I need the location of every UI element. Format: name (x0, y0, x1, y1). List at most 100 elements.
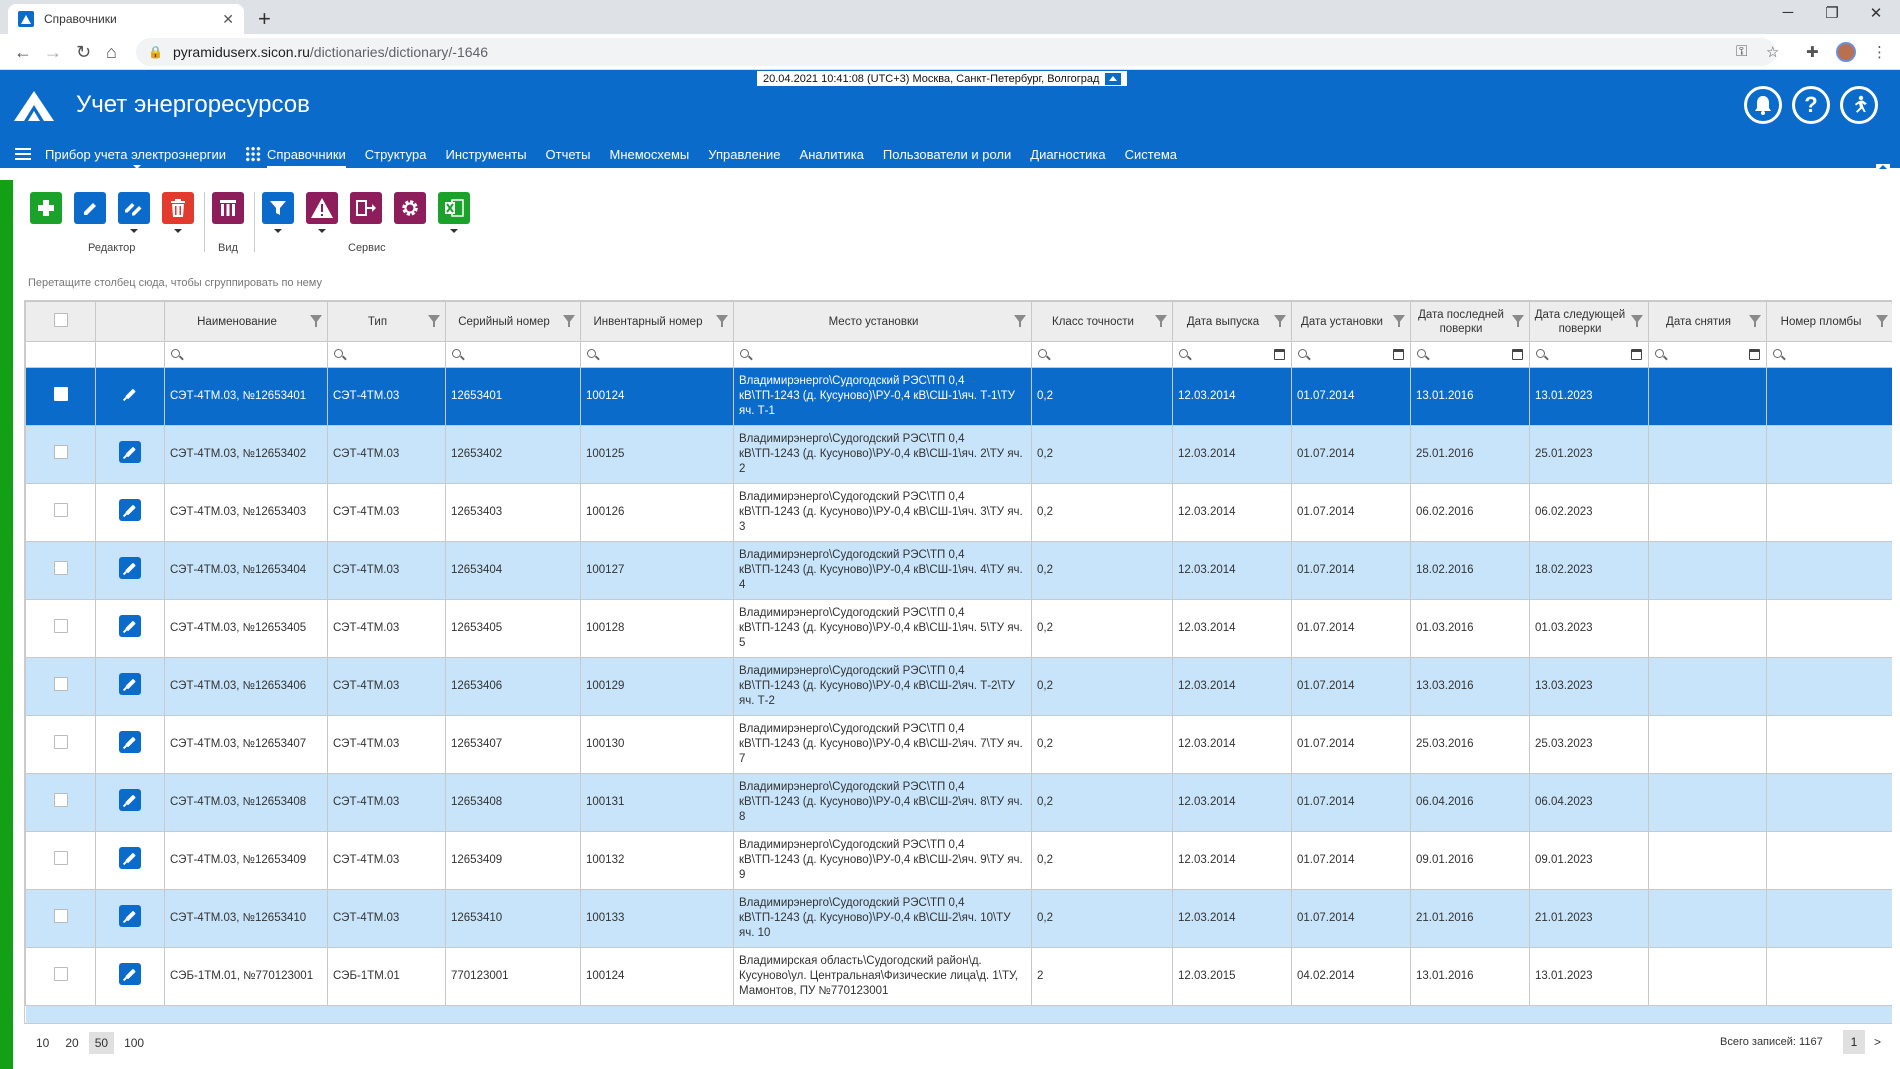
extensions-puzzle-icon[interactable]: ✚ (1806, 44, 1819, 61)
column-filter-icon[interactable] (1512, 315, 1524, 327)
view-columns-button[interactable] (212, 192, 244, 224)
calendar-icon[interactable] (1631, 349, 1642, 360)
table-row[interactable]: СЭБ-1ТМ.01, №770123001 СЭБ-1ТМ.01 77012300… (25, 947, 1892, 1006)
new-tab-button[interactable]: + (258, 6, 271, 31)
edit-row-icon[interactable] (119, 499, 141, 521)
menu-item-mnemonics[interactable]: Мнемосхемы (609, 146, 690, 162)
filter-input-made[interactable] (1172, 341, 1292, 368)
app-logo-icon[interactable] (12, 90, 56, 122)
select-all-header[interactable] (25, 301, 96, 342)
column-header-removed[interactable]: Дата снятия (1648, 301, 1767, 342)
home-icon[interactable]: ⌂ (106, 42, 117, 62)
column-filter-icon[interactable] (428, 315, 440, 327)
row-checkbox[interactable] (53, 445, 68, 459)
apps-grid-icon[interactable] (245, 146, 262, 162)
calendar-icon[interactable] (1393, 349, 1404, 360)
menu-item-system[interactable]: Система (1124, 146, 1177, 162)
column-filter-icon[interactable] (1155, 315, 1167, 327)
window-close-button[interactable]: ✕ (1869, 5, 1883, 22)
table-row[interactable]: СЭТ-4ТМ.03, №12653401 СЭТ-4ТМ.03 12653401 1… (25, 367, 1892, 426)
page-size-option[interactable]: 20 (65, 1036, 79, 1050)
help-button[interactable]: ? (1792, 86, 1830, 124)
menu-item-control[interactable]: Управление (708, 146, 781, 162)
column-header-serial[interactable]: Серийный номер (445, 301, 581, 342)
select-all-checkbox[interactable] (53, 312, 68, 327)
column-header-name[interactable]: Наименование (164, 301, 328, 342)
calendar-icon[interactable] (1274, 349, 1285, 360)
forward-icon[interactable]: → (44, 42, 62, 62)
hamburger-menu-icon[interactable] (15, 148, 31, 160)
warning-button[interactable] (306, 192, 338, 233)
column-filter-icon[interactable] (1274, 315, 1286, 327)
column-filter-icon[interactable] (310, 315, 322, 327)
logout-button[interactable] (1840, 86, 1878, 124)
edit-button[interactable] (74, 192, 106, 224)
row-checkbox[interactable] (53, 561, 68, 575)
calendar-icon[interactable] (1512, 349, 1523, 360)
bookmark-star-icon[interactable]: ☆ (1766, 44, 1780, 61)
edit-row-icon[interactable] (119, 615, 141, 637)
tab-close-icon[interactable]: ✕ (222, 10, 234, 27)
filter-input-type[interactable] (327, 341, 446, 368)
edit-row-icon[interactable] (119, 789, 141, 811)
row-checkbox[interactable] (53, 793, 68, 807)
calendar-icon[interactable] (1749, 349, 1760, 360)
collapse-header-icon[interactable] (1876, 164, 1890, 172)
column-header-last-check[interactable]: Дата последней поверки (1410, 301, 1530, 342)
menu-device-selector[interactable]: Прибор учета электроэнергии (45, 146, 227, 169)
table-row[interactable]: СЭТ-4ТМ.03, №12653408 СЭТ-4ТМ.03 12653408 1… (25, 773, 1892, 832)
menu-item-reports[interactable]: Отчеты (545, 146, 591, 162)
move-button[interactable] (350, 192, 382, 224)
row-checkbox[interactable] (53, 677, 68, 691)
filter-input-name[interactable] (164, 341, 328, 368)
reload-icon[interactable]: ↻ (76, 42, 92, 62)
filter-input-place[interactable] (733, 341, 1032, 368)
column-filter-icon[interactable] (1393, 315, 1405, 327)
export-excel-button[interactable] (438, 192, 470, 233)
edit-row-icon[interactable] (119, 847, 141, 869)
filter-input-inventory[interactable] (580, 341, 734, 368)
browser-menu-icon[interactable]: ⋮ (1872, 44, 1887, 61)
column-filter-icon[interactable] (1014, 315, 1026, 327)
column-header-inventory[interactable]: Инвентарный номер (580, 301, 734, 342)
edit-row-icon[interactable] (119, 557, 141, 579)
page-size-option-active[interactable]: 50 (88, 1032, 115, 1054)
column-filter-icon[interactable] (1631, 315, 1643, 327)
row-checkbox[interactable] (53, 503, 68, 517)
column-header-installed[interactable]: Дата установки (1291, 301, 1411, 342)
address-bar[interactable]: 🔒 pyramiduserx.sicon.ru/dictionaries/dic… (136, 38, 1776, 66)
maximize-button[interactable]: ❐ (1825, 5, 1839, 22)
column-header-made[interactable]: Дата выпуска (1172, 301, 1292, 342)
column-header-accuracy[interactable]: Класс точности (1031, 301, 1173, 342)
edit-row-icon[interactable] (119, 731, 141, 753)
filter-button[interactable] (262, 192, 294, 233)
table-row[interactable]: СЭТ-4ТМ.03, №12653409 СЭТ-4ТМ.03 12653409 1… (25, 831, 1892, 890)
column-filter-icon[interactable] (716, 315, 728, 327)
table-row[interactable]: СЭТ-4ТМ.03, №12653402 СЭТ-4ТМ.03 12653402 1… (25, 425, 1892, 484)
add-button[interactable] (30, 192, 62, 224)
collapse-datetime-icon[interactable] (1105, 72, 1122, 85)
filter-input-seal[interactable] (1766, 341, 1892, 368)
filter-input-installed[interactable] (1291, 341, 1411, 368)
column-filter-icon[interactable] (1749, 315, 1761, 327)
minimize-button[interactable]: ─ (1782, 4, 1794, 21)
column-header-seal[interactable]: Номер пломбы (1766, 301, 1892, 342)
column-filter-icon[interactable] (1876, 315, 1888, 327)
menu-item-structure[interactable]: Структура (364, 146, 427, 162)
notifications-bell-button[interactable] (1744, 86, 1782, 124)
page-button-current[interactable]: 1 (1843, 1030, 1865, 1054)
edit-row-icon[interactable] (119, 673, 141, 695)
menu-item-diagnostics[interactable]: Диагностика (1030, 146, 1106, 162)
table-row[interactable]: СЭТ-4ТМ.03, №12653406 СЭТ-4ТМ.03 12653406 1… (25, 657, 1892, 716)
filter-input-serial[interactable] (445, 341, 581, 368)
row-checkbox[interactable] (53, 967, 68, 981)
edit-row-icon[interactable] (119, 905, 141, 927)
table-row[interactable]: СЭТ-4ТМ.03, №12653403 СЭТ-4ТМ.03 12653403 1… (25, 483, 1892, 542)
column-header-next-check[interactable]: Дата следующей поверки (1529, 301, 1649, 342)
menu-item-tools[interactable]: Инструменты (445, 146, 527, 162)
filter-input-removed[interactable] (1648, 341, 1767, 368)
profile-avatar[interactable] (1836, 42, 1856, 62)
filter-input-accuracy[interactable] (1031, 341, 1173, 368)
filter-input-next-check[interactable] (1529, 341, 1649, 368)
next-page-button[interactable]: > (1874, 1035, 1882, 1049)
